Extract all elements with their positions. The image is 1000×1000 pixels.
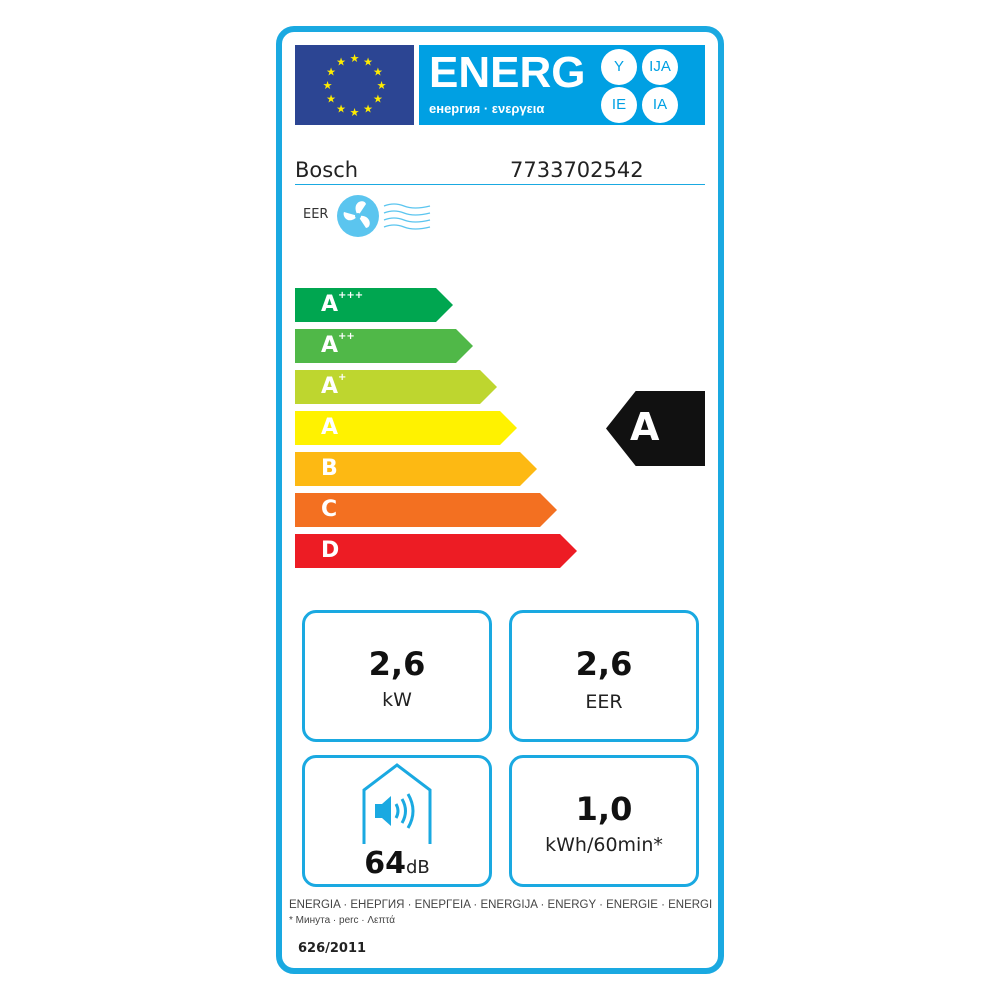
consumption-value: 1,0: [575, 790, 633, 828]
eer-value: 2,6: [575, 645, 633, 683]
suffix-ia: IA: [642, 87, 678, 123]
suffix-ie: IE: [601, 87, 637, 123]
eu-star-icon: ★: [373, 66, 383, 79]
energy-class-label: A+++: [321, 290, 364, 317]
suffix-ija: IJA: [642, 49, 678, 85]
rating-class: A: [630, 405, 660, 449]
energy-class-label: C: [321, 497, 338, 522]
consumption-unit: kWh/60min*: [545, 834, 663, 856]
divider: [295, 184, 705, 185]
consumption-box: 1,0 kWh/60min*: [509, 755, 699, 887]
energy-class-bar: A++: [295, 329, 473, 363]
energy-title: ENERG: [429, 48, 586, 97]
energy-class-label: D: [321, 538, 340, 563]
brand-name: Bosch: [295, 158, 359, 182]
eu-star-icon: ★: [350, 52, 360, 65]
speaker-house-icon: [362, 763, 432, 844]
energy-class-bar: A+: [295, 370, 497, 404]
energy-class-bar: D: [295, 534, 577, 568]
eu-flag-icon: ★ ★ ★ ★ ★ ★ ★ ★ ★ ★ ★ ★: [295, 45, 414, 125]
minute-note: * Минута · perc · Λεπτά: [289, 915, 395, 926]
eu-star-icon: ★: [326, 93, 336, 106]
eu-star-icon: ★: [350, 106, 360, 119]
capacity-box: 2,6 kW: [302, 610, 492, 742]
energy-class-bar: A+++: [295, 288, 453, 322]
eu-star-icon: ★: [336, 56, 346, 69]
energy-class-label: A: [321, 415, 339, 440]
eer-box: 2,6 EER: [509, 610, 699, 742]
eu-star-icon: ★: [363, 102, 373, 115]
eu-star-icon: ★: [323, 79, 333, 92]
energy-class-label: B: [321, 456, 338, 481]
model-number: 7733702542: [510, 158, 644, 182]
eer-unit: EER: [585, 691, 623, 713]
energy-subtitle: енергия · ενεργεια: [429, 101, 545, 116]
energy-class-label: A+: [321, 372, 347, 399]
label-frame: [276, 26, 724, 974]
capacity-unit: kW: [382, 689, 412, 711]
eu-star-icon: ★: [363, 56, 373, 69]
energy-class-bar: B: [295, 452, 537, 486]
mode-label: EER: [303, 207, 329, 222]
noise-box: 64dB: [302, 755, 492, 887]
cooling-fan-icon: [337, 195, 431, 237]
energy-class-bar: A: [295, 411, 517, 445]
energy-class-label: A++: [321, 331, 355, 358]
noise-unit: dB: [405, 857, 430, 878]
regulation-number: 626/2011: [298, 941, 367, 956]
languages-line: ENERGIA · ЕНЕРГИЯ · ΕΝΕΡΓΕΙΑ · ENERGIJA …: [289, 899, 713, 911]
eu-star-icon: ★: [377, 79, 387, 92]
suffix-y: Y: [601, 49, 637, 85]
eu-star-icon: ★: [326, 66, 336, 79]
eu-star-icon: ★: [373, 93, 383, 106]
eu-star-icon: ★: [336, 102, 346, 115]
energy-header: ENERG енергия · ενεργεια Y IJA IE IA: [419, 45, 705, 125]
energy-class-bar: C: [295, 493, 557, 527]
noise-value: 64: [364, 846, 406, 881]
capacity-value: 2,6: [368, 645, 426, 683]
